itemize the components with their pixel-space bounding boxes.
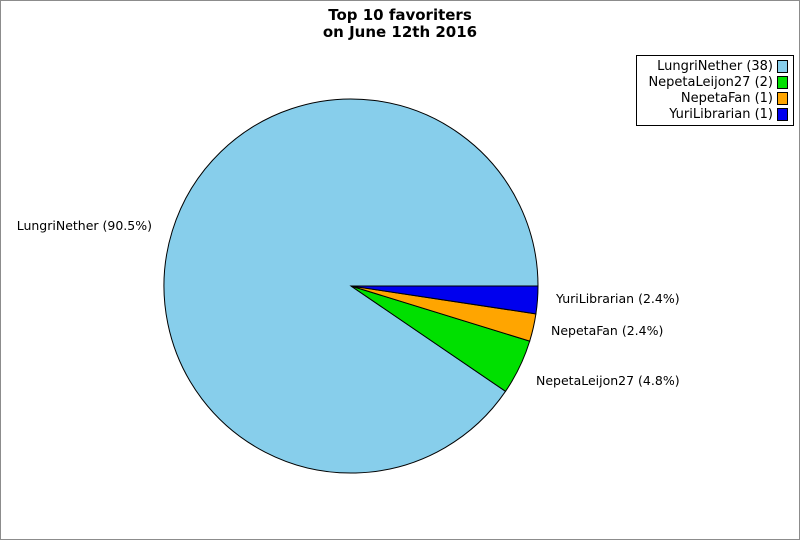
legend-label-nepetafan: NepetaFan (1) bbox=[680, 91, 773, 106]
legend-row: NepetaFan (1) bbox=[641, 91, 788, 106]
legend-label-lungrinether: LungriNether (38) bbox=[657, 59, 773, 74]
pie-label-yurilibrarian: YuriLibrarian (2.4%) bbox=[556, 291, 680, 306]
legend-row: YuriLibrarian (1) bbox=[641, 107, 788, 122]
pie-label-lungrinether: LungriNether (90.5%) bbox=[16, 218, 152, 233]
legend-row: LungriNether (38) bbox=[641, 59, 788, 74]
legend-row: NepetaLeijon27 (2) bbox=[641, 75, 788, 90]
legend-box: LungriNether (38) NepetaLeijon27 (2) Nep… bbox=[636, 55, 794, 126]
pie-slice-yurilibrarian bbox=[350, 285, 539, 315]
legend-swatch-lungrinether bbox=[777, 60, 788, 73]
chart-title: Top 10 favoriters on June 12th 2016 bbox=[1, 7, 799, 41]
legend-label-yurilibrarian: YuriLibrarian (1) bbox=[669, 107, 773, 122]
legend-swatch-yurilibrarian bbox=[777, 108, 788, 121]
pie-label-nepetafan: NepetaFan (2.4%) bbox=[551, 323, 664, 338]
pie-label-nepetaleijon27: NepetaLeijon27 (4.8%) bbox=[536, 373, 680, 388]
chart-title-line1: Top 10 favoriters bbox=[328, 6, 472, 24]
legend-swatch-nepetafan bbox=[777, 92, 788, 105]
legend-label-nepetaleijon27: NepetaLeijon27 (2) bbox=[648, 75, 773, 90]
legend-swatch-nepetaleijon27 bbox=[777, 76, 788, 89]
chart-title-line2: on June 12th 2016 bbox=[322, 23, 478, 41]
